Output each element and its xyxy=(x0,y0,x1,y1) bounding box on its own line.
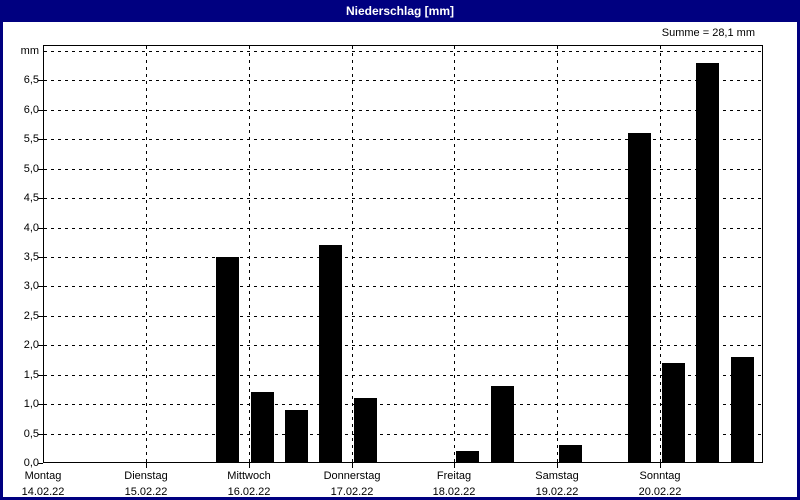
y-gridline xyxy=(44,198,762,199)
x-tick xyxy=(557,463,558,468)
y-tick-label: 0,0 xyxy=(23,457,39,469)
y-tick-label: 4,0 xyxy=(23,222,39,234)
bar xyxy=(662,363,685,463)
day-date-label: 15.02.22 xyxy=(124,486,168,498)
y-gridline xyxy=(44,375,762,376)
day-date-label: 19.02.22 xyxy=(535,486,579,498)
y-gridline xyxy=(44,434,762,435)
day-name-label: Freitag xyxy=(436,470,472,482)
y-tick xyxy=(38,257,43,258)
x-gridline xyxy=(352,46,353,462)
y-tick xyxy=(38,375,43,376)
day-date-label: 17.02.22 xyxy=(330,486,374,498)
bar xyxy=(628,133,651,463)
y-tick xyxy=(38,463,43,464)
y-gridline xyxy=(44,286,762,287)
x-gridline xyxy=(146,46,147,462)
day-date-label: 14.02.22 xyxy=(21,486,65,498)
y-gridline xyxy=(44,404,762,405)
bar xyxy=(285,410,308,463)
bar xyxy=(216,257,239,463)
day-name-label: Samstag xyxy=(535,470,579,482)
y-gridline xyxy=(44,139,762,140)
x-tick xyxy=(454,463,455,468)
y-tick-label: 5,0 xyxy=(23,163,39,175)
y-tick xyxy=(38,404,43,405)
window-title: Niederschlag [mm] xyxy=(345,4,455,18)
x-gridline xyxy=(660,46,661,462)
y-tick xyxy=(38,110,43,111)
y-tick-label: 6,0 xyxy=(23,104,39,116)
y-tick xyxy=(38,434,43,435)
x-tick xyxy=(249,463,250,468)
y-tick-label: 1,0 xyxy=(23,398,39,410)
y-axis-unit-label: mm xyxy=(20,45,39,57)
day-name-label: Dienstag xyxy=(124,470,168,482)
y-tick xyxy=(38,316,43,317)
plot-area xyxy=(43,45,763,463)
bar xyxy=(456,451,479,463)
x-gridline xyxy=(557,46,558,462)
y-tick xyxy=(38,228,43,229)
day-name-label: Mittwoch xyxy=(227,470,271,482)
y-tick xyxy=(38,139,43,140)
title-bar: Niederschlag [mm] xyxy=(0,0,800,22)
sum-label: Summe = 28,1 mm xyxy=(661,27,755,39)
day-date-label: 20.02.22 xyxy=(638,486,682,498)
y-tick-label: 2,5 xyxy=(23,310,39,322)
y-tick-label: 3,5 xyxy=(23,251,39,263)
day-name-label: Donnerstag xyxy=(323,470,381,482)
y-gridline xyxy=(44,110,762,111)
y-gridline xyxy=(44,345,762,346)
y-gridline xyxy=(44,51,762,52)
y-tick xyxy=(38,80,43,81)
y-tick-label: 5,5 xyxy=(23,133,39,145)
bar xyxy=(354,398,377,463)
x-tick xyxy=(352,463,353,468)
y-tick xyxy=(38,169,43,170)
y-gridline xyxy=(44,80,762,81)
y-gridline xyxy=(44,316,762,317)
day-name-label: Montag xyxy=(24,470,62,482)
y-tick-label: 4,5 xyxy=(23,192,39,204)
y-tick-label: 6,5 xyxy=(23,74,39,86)
bar xyxy=(731,357,754,463)
x-gridline xyxy=(454,46,455,462)
x-tick xyxy=(146,463,147,468)
bar xyxy=(559,445,582,463)
y-tick-label: 1,5 xyxy=(23,369,39,381)
y-gridline xyxy=(44,228,762,229)
bar xyxy=(319,245,342,463)
y-tick-label: 2,0 xyxy=(23,339,39,351)
y-tick xyxy=(38,345,43,346)
bar xyxy=(491,386,514,463)
y-gridline xyxy=(44,257,762,258)
y-tick xyxy=(38,198,43,199)
y-tick-label: 0,5 xyxy=(23,428,39,440)
x-tick xyxy=(660,463,661,468)
x-gridline xyxy=(249,46,250,462)
y-tick xyxy=(38,286,43,287)
bar xyxy=(696,63,719,463)
bar xyxy=(251,392,274,463)
day-name-label: Sonntag xyxy=(639,470,681,482)
day-date-label: 18.02.22 xyxy=(432,486,476,498)
day-date-label: 16.02.22 xyxy=(227,486,271,498)
y-gridline xyxy=(44,169,762,170)
y-tick-label: 3,0 xyxy=(23,280,39,292)
